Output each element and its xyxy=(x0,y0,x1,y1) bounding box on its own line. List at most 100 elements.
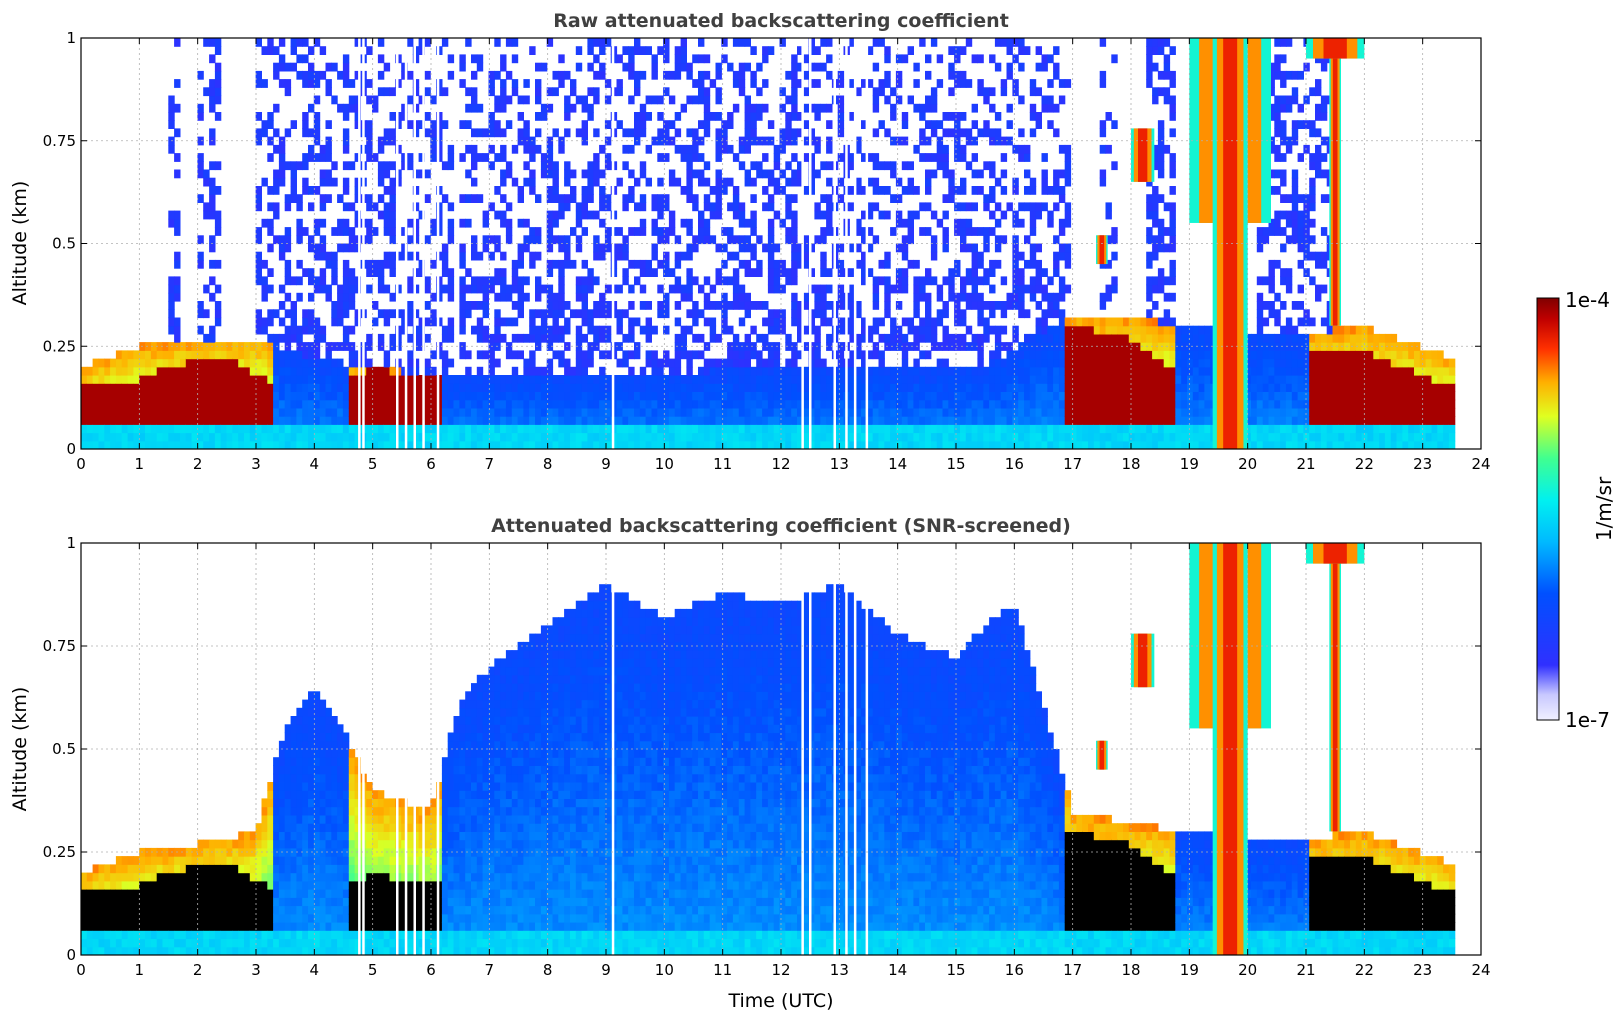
heat-cell xyxy=(575,399,583,409)
heat-cell xyxy=(919,383,926,392)
heat-cell xyxy=(715,358,722,368)
heat-cell xyxy=(1181,407,1188,417)
heat-cell xyxy=(1187,325,1194,335)
heat-cell xyxy=(296,218,303,228)
heat-cell xyxy=(779,259,786,269)
heat-cell xyxy=(174,284,181,294)
heat-cell xyxy=(1134,317,1141,327)
heat-cell xyxy=(377,432,385,442)
heat-cell xyxy=(494,186,501,195)
heat-cell xyxy=(1099,70,1107,80)
heat-cell xyxy=(546,325,554,335)
heat-cell xyxy=(342,62,350,72)
heat-cell xyxy=(127,424,134,434)
heat-cell xyxy=(587,276,594,286)
heat-cell xyxy=(447,358,455,368)
heat-cell xyxy=(971,407,978,417)
heat-cell xyxy=(983,317,990,327)
heat-cell xyxy=(1111,251,1118,261)
heat-cell xyxy=(1000,309,1008,319)
heat-cell xyxy=(837,366,845,376)
heat-cell xyxy=(738,391,746,401)
heat-cell xyxy=(709,399,717,409)
heat-cell xyxy=(628,424,635,434)
heat-cell xyxy=(337,227,344,236)
heat-cell xyxy=(523,407,530,417)
heat-cell xyxy=(762,202,769,212)
heat-cell xyxy=(587,416,594,425)
heat-cell xyxy=(802,103,810,113)
heat-cell xyxy=(290,350,297,360)
heat-cell xyxy=(424,358,431,368)
heat-cell xyxy=(249,366,257,376)
heat-cell xyxy=(983,325,990,335)
heat-cell xyxy=(302,161,309,171)
heat-cell xyxy=(302,309,309,319)
heat-cell xyxy=(703,276,711,286)
heat-cell xyxy=(459,416,466,425)
heat-cell xyxy=(535,383,542,392)
heat-cell xyxy=(104,407,111,417)
heat-cell xyxy=(564,301,571,310)
heat-cell xyxy=(1256,309,1264,319)
heat-cell xyxy=(895,276,903,286)
heat-cell xyxy=(779,144,786,154)
heat-cell xyxy=(447,202,455,212)
heat-cell xyxy=(983,268,990,277)
heat-cell xyxy=(762,407,769,417)
heat-cell xyxy=(354,284,361,294)
heat-cell xyxy=(366,375,373,384)
heat-cell xyxy=(663,153,670,162)
heat-cell xyxy=(977,169,984,179)
heat-cell xyxy=(145,366,152,376)
heat-cell xyxy=(1123,416,1130,425)
heat-cell xyxy=(377,309,385,319)
heat-cell xyxy=(441,366,449,376)
heat-cell xyxy=(994,333,1002,343)
heat-cell xyxy=(814,46,821,55)
heat-cell xyxy=(511,366,519,376)
heat-cell xyxy=(1169,46,1176,55)
heat-cell xyxy=(575,218,583,228)
heat-cell xyxy=(261,284,268,294)
heat-cell xyxy=(593,416,600,425)
heat-cell xyxy=(209,95,216,105)
heat-cell xyxy=(302,153,309,162)
heat-cell xyxy=(1268,186,1275,195)
heat-cell xyxy=(284,292,292,302)
heat-cell xyxy=(709,424,717,434)
heat-cell xyxy=(593,54,600,64)
heat-cell xyxy=(744,169,751,179)
heat-cell xyxy=(954,268,961,277)
heat-cell xyxy=(168,440,175,449)
heat-cell xyxy=(663,54,670,64)
heat-cell xyxy=(255,317,262,327)
heat-cell xyxy=(727,144,734,154)
heat-cell xyxy=(732,375,740,384)
heat-cell xyxy=(837,103,845,113)
heat-cell xyxy=(110,432,117,442)
heat-cell xyxy=(919,416,926,425)
heat-cell xyxy=(81,432,88,442)
heat-cell xyxy=(500,268,507,277)
heat-cell xyxy=(890,87,897,97)
heat-cell xyxy=(517,407,524,417)
heat-cell xyxy=(558,309,565,319)
heat-cell xyxy=(1111,440,1118,449)
heat-cell xyxy=(971,391,978,401)
heat-cell xyxy=(587,358,594,368)
heat-cell xyxy=(837,79,845,88)
heat-cell xyxy=(1029,432,1037,442)
heat-cell xyxy=(447,325,455,335)
heat-cell xyxy=(1146,375,1153,384)
heat-cell xyxy=(459,301,466,310)
heat-cell xyxy=(901,424,909,434)
heat-cell xyxy=(767,169,775,179)
heat-cell xyxy=(1088,333,1095,343)
heat-cell xyxy=(1093,375,1101,384)
heat-cell xyxy=(354,38,361,47)
heat-cell xyxy=(1111,432,1118,442)
heat-cell xyxy=(971,366,978,376)
heat-cell xyxy=(901,120,909,129)
heat-cell xyxy=(721,358,728,368)
